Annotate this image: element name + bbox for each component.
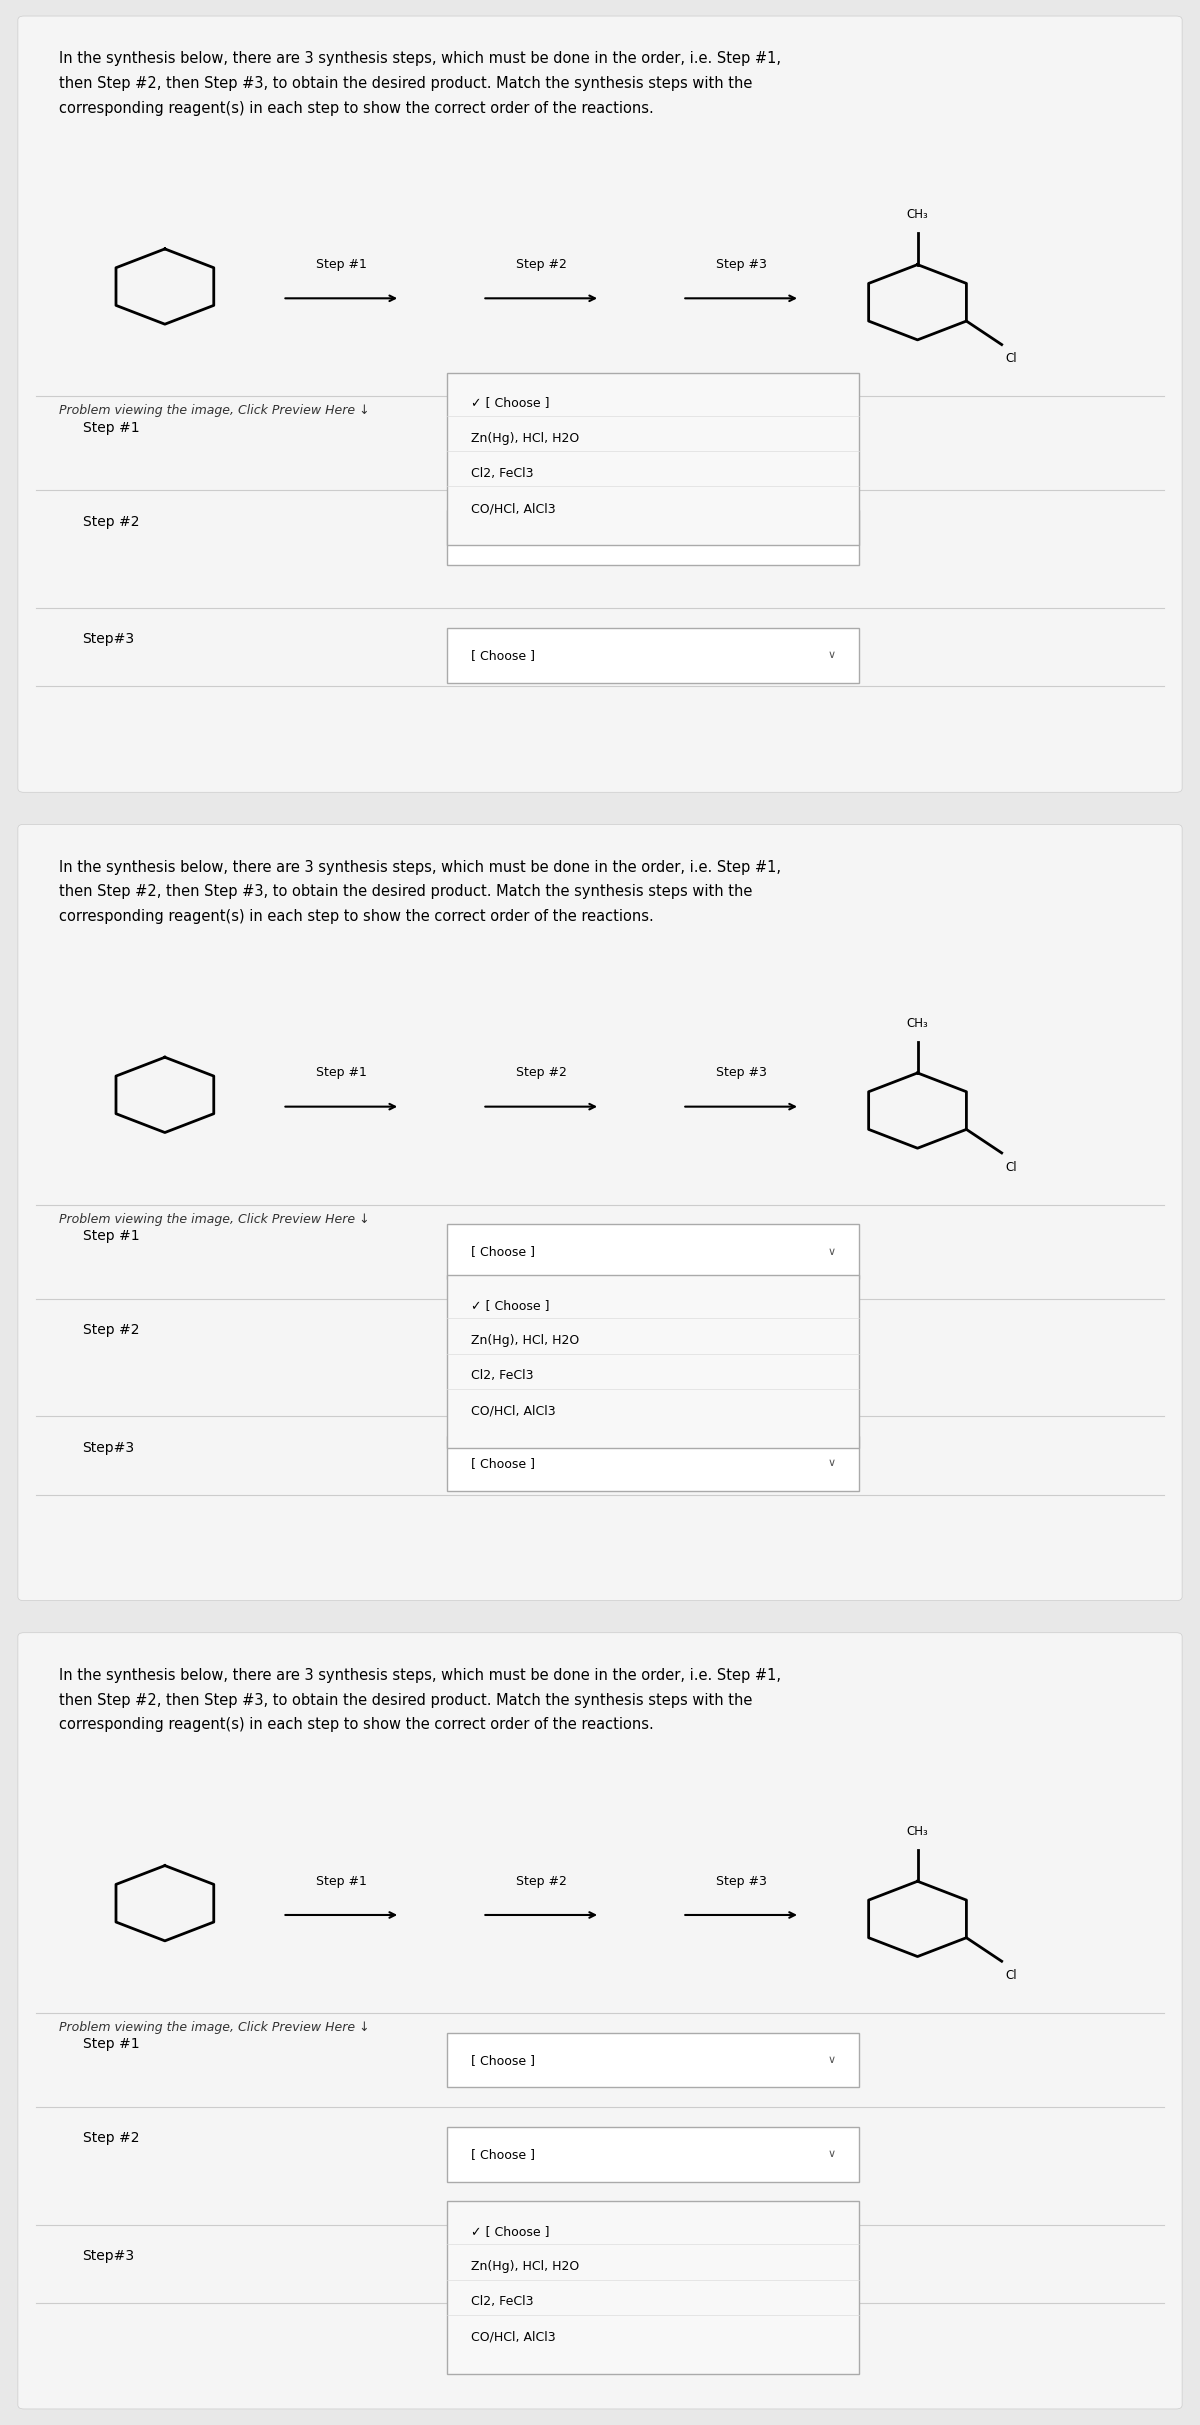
Text: Step #1: Step #1 (83, 1229, 139, 1244)
Text: ∨: ∨ (827, 1457, 835, 1470)
FancyBboxPatch shape (18, 1632, 1182, 2408)
Text: Cl: Cl (1006, 1969, 1016, 1981)
FancyBboxPatch shape (18, 17, 1182, 793)
Text: Step #3: Step #3 (715, 257, 767, 272)
Text: ∨: ∨ (827, 2149, 835, 2158)
Text: Cl2, FeCl3: Cl2, FeCl3 (470, 2294, 533, 2309)
Text: Step#3: Step#3 (83, 633, 134, 647)
Text: Cl2, FeCl3: Cl2, FeCl3 (470, 1370, 533, 1382)
Text: CO/HCl, AlCl3: CO/HCl, AlCl3 (470, 1404, 556, 1419)
Text: Step #2: Step #2 (83, 2132, 139, 2146)
Text: In the synthesis below, there are 3 synthesis steps, which must be done in the o: In the synthesis below, there are 3 synt… (59, 1668, 781, 1731)
Text: Step #3: Step #3 (715, 1875, 767, 1887)
Text: [ Choose ]: [ Choose ] (470, 2149, 535, 2161)
FancyBboxPatch shape (448, 509, 859, 565)
Text: CH₃: CH₃ (907, 1016, 929, 1031)
Text: Cl: Cl (1006, 352, 1016, 366)
Text: Zn(Hg), HCl, H2O: Zn(Hg), HCl, H2O (470, 2260, 578, 2272)
Text: Problem viewing the image, Click Preview Here ↓: Problem viewing the image, Click Preview… (59, 405, 370, 417)
Text: CH₃: CH₃ (907, 1826, 929, 1838)
Text: Zn(Hg), HCl, H2O: Zn(Hg), HCl, H2O (470, 432, 578, 444)
FancyBboxPatch shape (448, 1276, 859, 1448)
Text: Zn(Hg), HCl, H2O: Zn(Hg), HCl, H2O (470, 1334, 578, 1346)
Text: ✓ [ Choose ]: ✓ [ Choose ] (470, 395, 550, 410)
Text: Step #2: Step #2 (516, 1875, 566, 1887)
Text: Step #3: Step #3 (715, 1067, 767, 1079)
Text: CO/HCl, AlCl3: CO/HCl, AlCl3 (470, 2330, 556, 2343)
Text: Step #2: Step #2 (516, 257, 566, 272)
Text: Cl2, FeCl3: Cl2, FeCl3 (470, 468, 533, 480)
FancyBboxPatch shape (448, 2127, 859, 2182)
Text: Step #1: Step #1 (83, 420, 139, 434)
Text: Step #1: Step #1 (83, 2037, 139, 2052)
Text: ✓ [ Choose ]: ✓ [ Choose ] (470, 1300, 550, 1312)
FancyBboxPatch shape (448, 1225, 859, 1278)
Text: In the synthesis below, there are 3 synthesis steps, which must be done in the o: In the synthesis below, there are 3 synt… (59, 861, 781, 924)
FancyBboxPatch shape (448, 373, 859, 546)
Text: [ Choose ]: [ Choose ] (470, 1244, 535, 1259)
Text: Cl: Cl (1006, 1162, 1016, 1174)
Text: ✓ [ Choose ]: ✓ [ Choose ] (470, 2224, 550, 2238)
Text: ∨: ∨ (827, 650, 835, 660)
Text: Problem viewing the image, Click Preview Here ↓: Problem viewing the image, Click Preview… (59, 1212, 370, 1225)
Text: Step #1: Step #1 (316, 1875, 367, 1887)
Text: Step #2: Step #2 (83, 1324, 139, 1336)
Text: [ Choose ]: [ Choose ] (470, 1457, 535, 1470)
Text: Step#3: Step#3 (83, 1440, 134, 1455)
Text: CO/HCl, AlCl3: CO/HCl, AlCl3 (470, 502, 556, 514)
Text: Step #2: Step #2 (516, 1067, 566, 1079)
Text: Step #1: Step #1 (316, 1067, 367, 1079)
FancyBboxPatch shape (448, 2032, 859, 2088)
FancyBboxPatch shape (448, 2202, 859, 2374)
FancyBboxPatch shape (18, 825, 1182, 1600)
FancyBboxPatch shape (448, 1436, 859, 1491)
Text: Step #2: Step #2 (83, 514, 139, 529)
Text: Step #1: Step #1 (316, 257, 367, 272)
Text: CH₃: CH₃ (907, 209, 929, 221)
Text: [ Choose ]: [ Choose ] (470, 647, 535, 662)
Text: Problem viewing the image, Click Preview Here ↓: Problem viewing the image, Click Preview… (59, 2020, 370, 2035)
Text: [ Choose ]: [ Choose ] (470, 531, 535, 543)
Text: ∨: ∨ (827, 534, 835, 543)
Text: ∨: ∨ (827, 1246, 835, 1256)
Text: [ Choose ]: [ Choose ] (470, 2054, 535, 2066)
Text: In the synthesis below, there are 3 synthesis steps, which must be done in the o: In the synthesis below, there are 3 synt… (59, 51, 781, 116)
FancyBboxPatch shape (448, 628, 859, 681)
Text: ∨: ∨ (827, 2054, 835, 2066)
Text: Step#3: Step#3 (83, 2248, 134, 2263)
